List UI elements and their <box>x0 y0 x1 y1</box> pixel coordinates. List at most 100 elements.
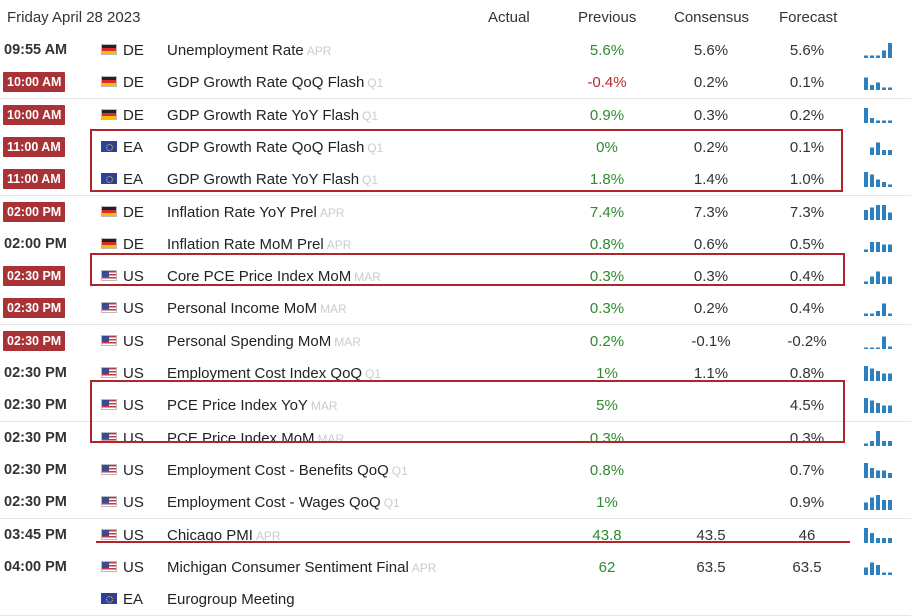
us-flag-icon <box>101 463 117 475</box>
column-header-consensus[interactable]: Consensus <box>674 9 750 26</box>
us-flag-icon <box>101 367 117 378</box>
event-name-link[interactable]: Eurogroup Meeting <box>167 591 298 608</box>
previous-value: 43.8 <box>592 526 622 544</box>
event-name-link[interactable]: Inflation Rate MoM Prel APR <box>167 236 351 253</box>
sparkline-bar <box>888 244 892 252</box>
sparkline-chart-icon[interactable] <box>864 107 894 123</box>
event-time: 02:30 PM <box>3 266 66 287</box>
sparkline-chart-icon[interactable] <box>864 397 894 414</box>
table-row[interactable]: EA Eurogroup Meeting <box>0 583 911 616</box>
sparkline-chart-icon[interactable] <box>864 333 894 349</box>
table-row[interactable]: 02:30 PM US Employment Cost Index QoQ Q1 1% 1… <box>0 357 911 390</box>
event-name-link[interactable]: Core PCE Price Index MoM MAR <box>167 268 381 285</box>
sparkline-bar <box>876 403 880 414</box>
country-code: US <box>123 397 144 415</box>
sparkline-bar <box>876 241 880 252</box>
event-name-link[interactable]: Personal Income MoM MAR <box>167 300 347 317</box>
event-time: 11:00 AM <box>3 169 65 190</box>
forecast-value: 0.7% <box>789 461 825 479</box>
event-name-link[interactable]: GDP Growth Rate YoY Flash Q1 <box>167 171 378 188</box>
sparkline-bar <box>876 495 880 511</box>
germany-flag-icon <box>101 76 117 88</box>
event-name-link[interactable]: PCE Price Index MoM MAR <box>167 430 344 447</box>
consensus-value: 0.3% <box>693 106 729 124</box>
previous-value: 0.3% <box>589 268 625 286</box>
us-flag-icon <box>101 528 117 540</box>
sparkline-chart-icon[interactable] <box>864 204 894 220</box>
table-row[interactable]: 11:00 AM EA GDP Growth Rate YoY Flash Q1 1.8… <box>0 163 911 197</box>
sparkline-bar <box>870 55 874 58</box>
table-row[interactable]: 04:00 PM US Michigan Consumer Sentiment Fi… <box>0 550 911 584</box>
sparkline-chart-icon[interactable] <box>864 171 894 188</box>
event-name-link[interactable]: Unemployment Rate APR <box>167 42 331 59</box>
event-name-link[interactable]: Personal Spending MoM MAR <box>167 333 361 350</box>
column-header-actual[interactable]: Actual <box>488 9 530 26</box>
event-name-link[interactable]: Inflation Rate YoY Prel APR <box>167 204 345 221</box>
table-row[interactable]: 11:00 AM EA GDP Growth Rate QoQ Flash Q1 0% 0… <box>0 130 911 164</box>
consensus-value: 7.3% <box>693 203 729 221</box>
table-row[interactable]: 02:30 PM US Core PCE Price Index MoM MAR 0.3… <box>0 260 911 294</box>
forecast-value: 46 <box>798 526 816 544</box>
event-name: GDP Growth Rate YoY Flash <box>167 171 360 189</box>
table-row[interactable]: 02:30 PM US PCE Price Index MoM MAR 0.3% 0.3% <box>0 421 911 455</box>
sparkline-chart-icon[interactable] <box>864 139 894 155</box>
event-name: Employment Cost - Benefits QoQ <box>167 461 389 479</box>
sparkline-chart-icon[interactable] <box>864 236 894 252</box>
sparkline-bar <box>870 207 874 220</box>
sparkline-bar <box>876 142 880 155</box>
table-row[interactable]: 02:00 PM DE Inflation Rate YoY Prel APR 7.4%… <box>0 195 911 229</box>
reference-period: Q1 <box>367 76 384 91</box>
germany-flag-icon <box>101 237 117 249</box>
event-name-link[interactable]: PCE Price Index YoY MAR <box>167 397 338 414</box>
event-name-link[interactable]: Employment Cost - Wages QoQ Q1 <box>167 494 400 511</box>
sparkline-bar <box>888 87 892 91</box>
event-name-link[interactable]: Employment Cost Index QoQ Q1 <box>167 365 381 382</box>
event-name-link[interactable]: Employment Cost - Benefits QoQ Q1 <box>167 462 408 479</box>
previous-value: 0.3% <box>589 429 625 447</box>
previous-value: 62 <box>598 558 616 576</box>
sparkline-bar <box>876 55 880 58</box>
reference-period: MAR <box>334 334 361 349</box>
event-name-link[interactable]: GDP Growth Rate QoQ Flash Q1 <box>167 139 383 156</box>
event-time: 10:00 AM <box>3 72 66 93</box>
table-row[interactable]: 02:30 PM US Personal Income MoM MAR 0.3% 0.2%… <box>0 292 911 326</box>
event-name: Personal Spending MoM <box>167 332 332 350</box>
sparkline-chart-icon[interactable] <box>864 430 894 446</box>
table-row[interactable]: 09:55 AM DE Unemployment Rate APR 5.6% 5.6% 5.… <box>0 34 911 67</box>
table-row[interactable]: 02:30 PM US PCE Price Index YoY MAR 5% 4.5% <box>0 389 911 423</box>
table-row[interactable]: 02:30 PM US Personal Spending MoM MAR 0.2% -0… <box>0 324 911 358</box>
sparkline-chart-icon[interactable] <box>864 268 894 285</box>
sparkline-chart-icon[interactable] <box>864 591 894 607</box>
table-row[interactable]: 10:00 AM DE GDP Growth Rate YoY Flash Q1 0.9… <box>0 98 911 132</box>
column-header-previous[interactable]: Previous <box>578 9 637 26</box>
sparkline-chart-icon[interactable] <box>864 494 894 511</box>
sparkline-bar <box>864 107 868 123</box>
reference-period: MAR <box>320 302 347 317</box>
sparkline-chart-icon[interactable] <box>864 462 894 478</box>
sparkline-chart-icon[interactable] <box>864 42 894 58</box>
event-name-link[interactable]: GDP Growth Rate YoY Flash Q1 <box>167 107 378 124</box>
forecast-value: 0.9% <box>789 494 825 512</box>
table-row[interactable]: 02:30 PM US Employment Cost - Benefits QoQ… <box>0 453 911 487</box>
forecast-value: 4.5% <box>789 397 825 415</box>
previous-value: 0.9% <box>589 106 625 124</box>
event-name-link[interactable]: Chicago PMI APR <box>167 527 281 544</box>
sparkline-bar <box>870 532 874 543</box>
sparkline-bar <box>888 313 892 317</box>
column-header-forecast[interactable]: Forecast <box>779 9 838 26</box>
sparkline-chart-icon[interactable] <box>864 74 894 91</box>
event-name-link[interactable]: GDP Growth Rate QoQ Flash Q1 <box>167 74 383 91</box>
sparkline-chart-icon[interactable] <box>864 300 894 317</box>
table-row[interactable]: 10:00 AM DE GDP Growth Rate QoQ Flash Q1 -0.… <box>0 66 911 100</box>
sparkline-bar <box>876 311 880 317</box>
table-row[interactable]: 02:00 PM DE Inflation Rate MoM Prel APR 0.8%… <box>0 227 911 261</box>
sparkline-chart-icon[interactable] <box>864 527 894 543</box>
sparkline-chart-icon[interactable] <box>864 365 894 381</box>
sparkline-chart-icon[interactable] <box>864 559 894 575</box>
reference-period: MAR <box>310 399 338 414</box>
event-name-link[interactable]: Michigan Consumer Sentiment Final APR <box>167 559 436 576</box>
table-row[interactable]: 02:30 PM US Employment Cost - Wages QoQ Q1 1… <box>0 486 911 520</box>
table-row[interactable]: 03:45 PM US Chicago PMI APR 43.8 43.5 46 <box>0 518 911 552</box>
sparkline-bar <box>876 120 880 123</box>
sparkline-bar <box>870 400 874 414</box>
